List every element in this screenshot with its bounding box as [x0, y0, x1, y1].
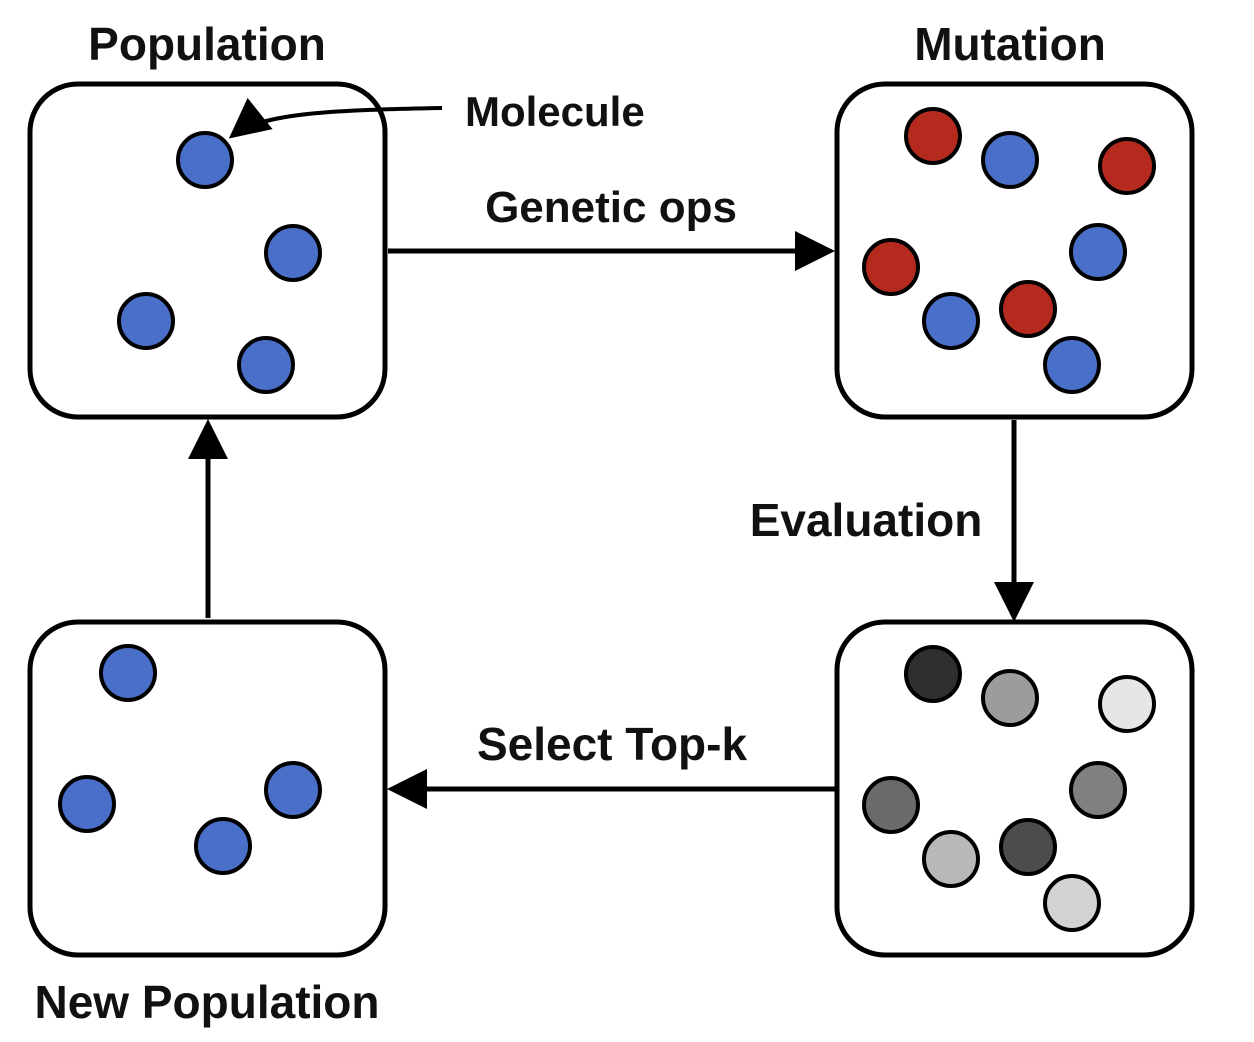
- molecule: [862, 238, 920, 296]
- molecule: [1043, 336, 1101, 394]
- molecule: [176, 131, 234, 189]
- molecule: [1043, 874, 1101, 932]
- population-title: Population: [88, 18, 326, 70]
- evaluated-molecules: [862, 645, 1156, 932]
- evaluation-label: Evaluation: [750, 494, 983, 546]
- molecule: [117, 292, 175, 350]
- molecule: [922, 830, 980, 888]
- select-top-k-label: Select Top-k: [477, 718, 748, 770]
- population-molecules: [117, 131, 322, 394]
- molecule: [99, 644, 157, 702]
- molecule: [1098, 137, 1156, 195]
- molecule: [1098, 675, 1156, 733]
- genetic-ops-label: Genetic ops: [485, 183, 737, 232]
- molecule: [58, 775, 116, 833]
- mutation-title: Mutation: [914, 18, 1106, 70]
- molecule: [264, 761, 322, 819]
- new-population-box: [27, 619, 388, 958]
- molecule: [264, 224, 322, 282]
- molecule: [999, 280, 1057, 338]
- molecule: [237, 336, 295, 394]
- molecule: [922, 292, 980, 350]
- molecule: [904, 107, 962, 165]
- molecule: [1069, 223, 1127, 281]
- mutation-molecules: [862, 107, 1156, 394]
- molecule: [981, 669, 1039, 727]
- molecule: [981, 131, 1039, 189]
- population-box: [27, 81, 388, 420]
- new-population-title: New Population: [35, 976, 380, 1028]
- molecule: [999, 818, 1057, 876]
- molecule: [862, 776, 920, 834]
- molecule-label: Molecule: [465, 88, 645, 135]
- molecule: [1069, 761, 1127, 819]
- molecule-pointer-arrow: [228, 97, 443, 139]
- new-population-molecules: [58, 644, 322, 875]
- molecule: [904, 645, 962, 703]
- molecule: [194, 817, 252, 875]
